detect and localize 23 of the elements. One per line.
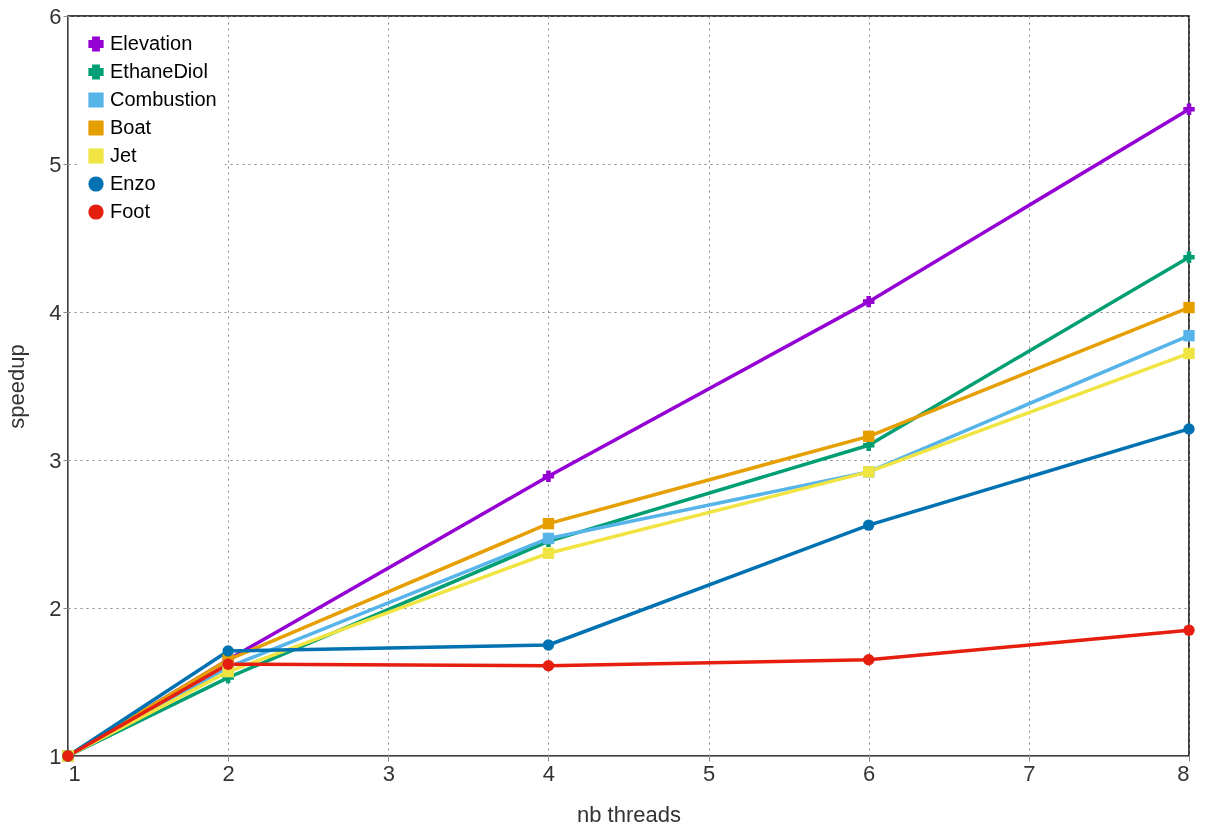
x-tick-label: 5 — [702, 760, 716, 786]
x-tick-label: 1 — [68, 760, 81, 786]
legend-label: Boat — [110, 116, 152, 138]
legend-label: EthaneDiol — [110, 60, 208, 82]
y-tick-label: 4 — [49, 299, 62, 325]
y-tick-label: 6 — [49, 3, 62, 29]
y-tick-label: 3 — [49, 447, 62, 473]
x-tick-label: 2 — [222, 760, 235, 786]
y-tick-label: 2 — [49, 595, 62, 621]
legend-label: Combustion — [110, 88, 217, 110]
x-axis-title: nb threads — [577, 801, 681, 827]
y-tick-label: 1 — [49, 743, 62, 769]
x-tick-label: 6 — [863, 760, 876, 786]
legend-label: Elevation — [110, 32, 193, 54]
legend-label: Foot — [110, 200, 151, 222]
y-tick-label: 5 — [49, 151, 62, 177]
x-tick-label: 3 — [382, 760, 395, 786]
legend-label: Jet — [110, 144, 138, 166]
x-tick-label: 4 — [542, 760, 556, 786]
y-axis-title: speedup — [4, 344, 30, 429]
x-tick-label: 7 — [1023, 760, 1036, 786]
x-tick-label: 8 — [1177, 760, 1190, 786]
legend-label: Enzo — [110, 172, 156, 194]
